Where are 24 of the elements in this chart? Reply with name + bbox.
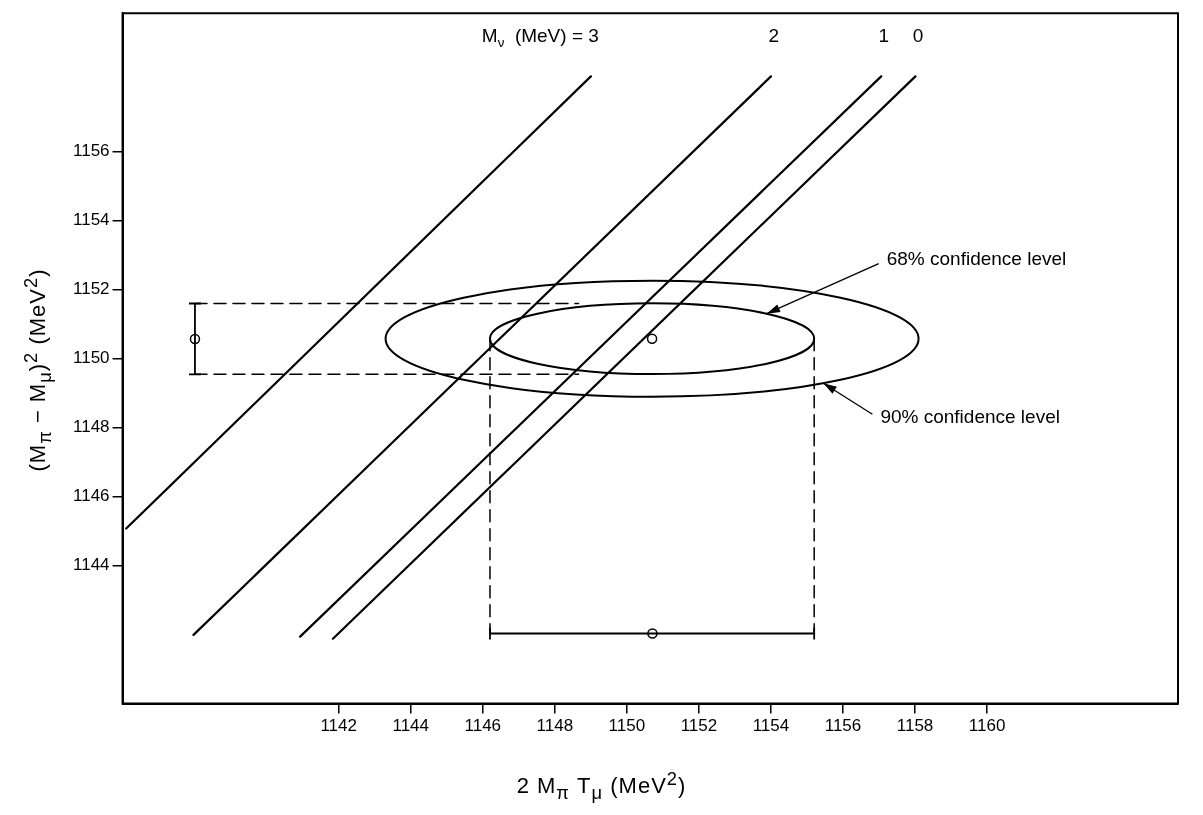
annotation: 2 (768, 24, 779, 46)
y-tick-label: 1156 (72, 140, 110, 160)
x-axis-title: 2 M$_{π}$ T$_{μ}$ (MeV$^{2}$) (515, 768, 688, 804)
y-tick-label: 1150 (72, 348, 110, 368)
x-tick-label: 1148 (536, 716, 574, 736)
annotation: 68% confidence level (886, 247, 1067, 269)
y-tick-label: 1148 (72, 417, 110, 437)
y-tick-label: 1154 (72, 210, 110, 230)
point (646, 333, 658, 344)
y-tick-label: 1144 (72, 555, 110, 575)
x-tick-label: 1152 (680, 716, 718, 736)
annotation: 90% confidence level (880, 406, 1060, 428)
x-tick-label: 1146 (464, 716, 502, 736)
x-tick-label: 1144 (392, 716, 430, 736)
x-tick-label: 1156 (824, 716, 862, 736)
y-tick-label: 1146 (72, 486, 110, 506)
x-tick-label: 1158 (896, 716, 934, 736)
annotation: 1 (878, 24, 890, 46)
x-tick-label: 1160 (968, 716, 1006, 736)
y-tick-label: 1152 (72, 279, 110, 299)
x-tick-label: 1142 (320, 716, 357, 736)
x-tick-label: 1154 (752, 716, 790, 736)
x-tick-label: 1150 (608, 716, 646, 736)
annotation: 0 (912, 24, 924, 46)
